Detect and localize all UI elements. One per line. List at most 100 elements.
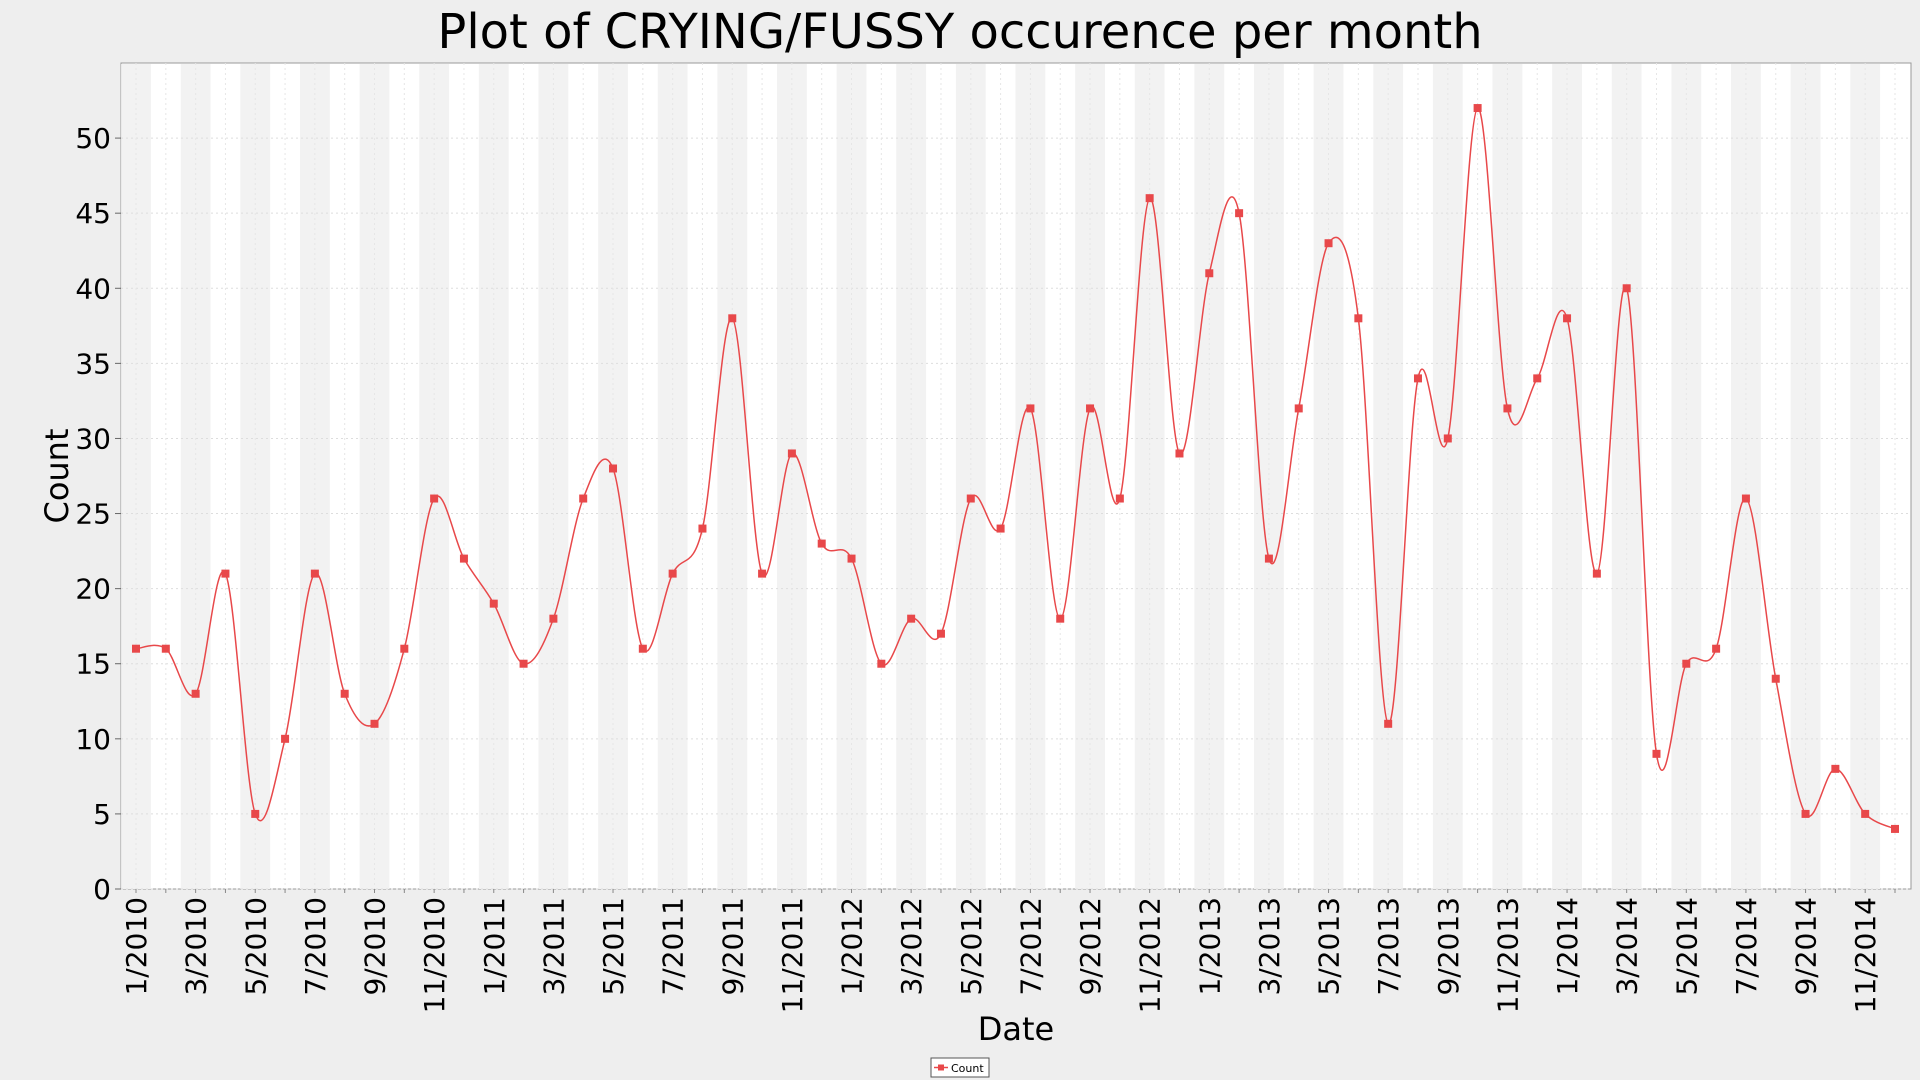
shaded-band — [1134, 64, 1165, 889]
y-tick-label: 35 — [75, 347, 111, 380]
data-point — [877, 659, 886, 668]
data-point — [1264, 554, 1273, 563]
x-tick-label: 9/2010 — [359, 897, 392, 996]
x-tick-label: 7/2010 — [299, 897, 332, 996]
x-tick-label: 3/2012 — [895, 897, 928, 996]
y-tick-label: 15 — [75, 648, 111, 681]
shaded-band — [299, 64, 330, 889]
x-tick-label: 11/2013 — [1491, 897, 1524, 1013]
data-point — [1413, 374, 1422, 383]
data-point — [1056, 614, 1065, 623]
shaded-band — [1254, 64, 1284, 889]
data-point — [1861, 809, 1870, 818]
data-point — [579, 494, 588, 503]
data-point — [907, 614, 916, 623]
x-tick-label: 9/2013 — [1432, 897, 1465, 996]
data-point — [1533, 374, 1542, 383]
chart-title: Plot of CRYING/FUSSY occurence per month — [437, 4, 1482, 60]
shaded-band — [240, 64, 271, 889]
data-point — [1801, 809, 1810, 818]
shaded-band — [478, 64, 509, 889]
data-point — [221, 569, 230, 578]
x-tick-label: 7/2012 — [1014, 897, 1047, 996]
shaded-band — [180, 64, 211, 889]
x-tick-label: 7/2011 — [657, 897, 690, 996]
y-axis-label: Count — [38, 428, 76, 523]
x-tick-label: 5/2013 — [1313, 897, 1346, 996]
data-point — [549, 614, 558, 623]
y-tick-label: 10 — [75, 723, 111, 756]
shaded-band — [896, 64, 927, 889]
data-point — [1682, 659, 1691, 668]
data-point — [1354, 314, 1363, 323]
data-point — [489, 599, 498, 608]
data-point — [1712, 644, 1721, 653]
shaded-band — [1194, 64, 1225, 889]
x-tick-label: 7/2014 — [1730, 897, 1763, 996]
shaded-band — [1313, 64, 1344, 889]
data-point — [638, 644, 647, 653]
shaded-band — [1373, 64, 1404, 889]
y-tick-label: 30 — [75, 422, 111, 455]
x-tick-label: 5/2014 — [1670, 897, 1703, 996]
shaded-band — [1552, 64, 1582, 889]
data-point — [787, 449, 796, 458]
legend-box — [930, 1057, 990, 1078]
x-tick-label: 9/2012 — [1074, 897, 1107, 996]
data-point — [758, 569, 767, 578]
data-point — [1235, 209, 1244, 218]
data-point — [996, 524, 1005, 533]
shaded-band — [419, 64, 450, 889]
data-point — [251, 809, 260, 818]
x-tick-label: 11/2012 — [1134, 897, 1167, 1013]
shaded-band — [1492, 64, 1523, 889]
x-tick-label: 5/2012 — [955, 897, 988, 996]
data-point — [698, 524, 707, 533]
x-tick-label: 7/2013 — [1372, 897, 1405, 996]
shaded-band — [1731, 64, 1761, 889]
shaded-band — [955, 64, 986, 889]
data-point — [161, 644, 170, 653]
y-tick-label: 45 — [75, 197, 111, 230]
data-point — [1891, 824, 1899, 833]
data-point — [1831, 764, 1840, 773]
x-tick-label: 11/2014 — [1849, 897, 1882, 1013]
data-point — [817, 539, 826, 548]
x-tick-label: 11/2010 — [418, 897, 451, 1013]
x-tick-label: 9/2014 — [1790, 897, 1823, 996]
data-point — [1473, 104, 1482, 113]
x-tick-label: 1/2014 — [1551, 897, 1584, 996]
x-axis-ticks: 1/2010 3/2010 5/2010 7/2010 9/2010 11/2010 1/2… — [120, 889, 1896, 1013]
data-point — [1741, 494, 1750, 503]
data-point — [966, 494, 975, 503]
y-tick-label: 25 — [75, 498, 111, 531]
shaded-band — [538, 64, 569, 889]
data-point — [430, 494, 439, 503]
data-point — [1115, 494, 1124, 503]
x-tick-label: 1/2013 — [1193, 897, 1226, 996]
data-point — [132, 644, 140, 653]
x-tick-label: 5/2011 — [597, 897, 630, 996]
shaded-band — [1790, 64, 1821, 889]
data-point — [1652, 749, 1661, 758]
y-tick-label: 50 — [75, 122, 111, 155]
y-tick-label: 40 — [75, 272, 111, 305]
shaded-band — [359, 64, 390, 889]
x-tick-label: 3/2010 — [180, 897, 213, 996]
y-axis-ticks: 0 5 10 15 20 25 30 35 40 45 50 — [75, 122, 121, 906]
y-tick-label: 5 — [93, 798, 111, 831]
data-point — [609, 464, 618, 473]
data-point — [1205, 269, 1214, 278]
grid-lines — [121, 63, 1911, 890]
data-point — [340, 689, 349, 698]
data-point — [1175, 449, 1184, 458]
x-axis-label: Date — [978, 1010, 1054, 1048]
data-point — [1622, 284, 1631, 293]
x-tick-label: 1/2012 — [836, 897, 869, 996]
data-point — [1592, 569, 1601, 578]
data-point — [936, 629, 945, 638]
data-point — [370, 719, 379, 728]
x-tick-label: 3/2014 — [1611, 897, 1644, 996]
